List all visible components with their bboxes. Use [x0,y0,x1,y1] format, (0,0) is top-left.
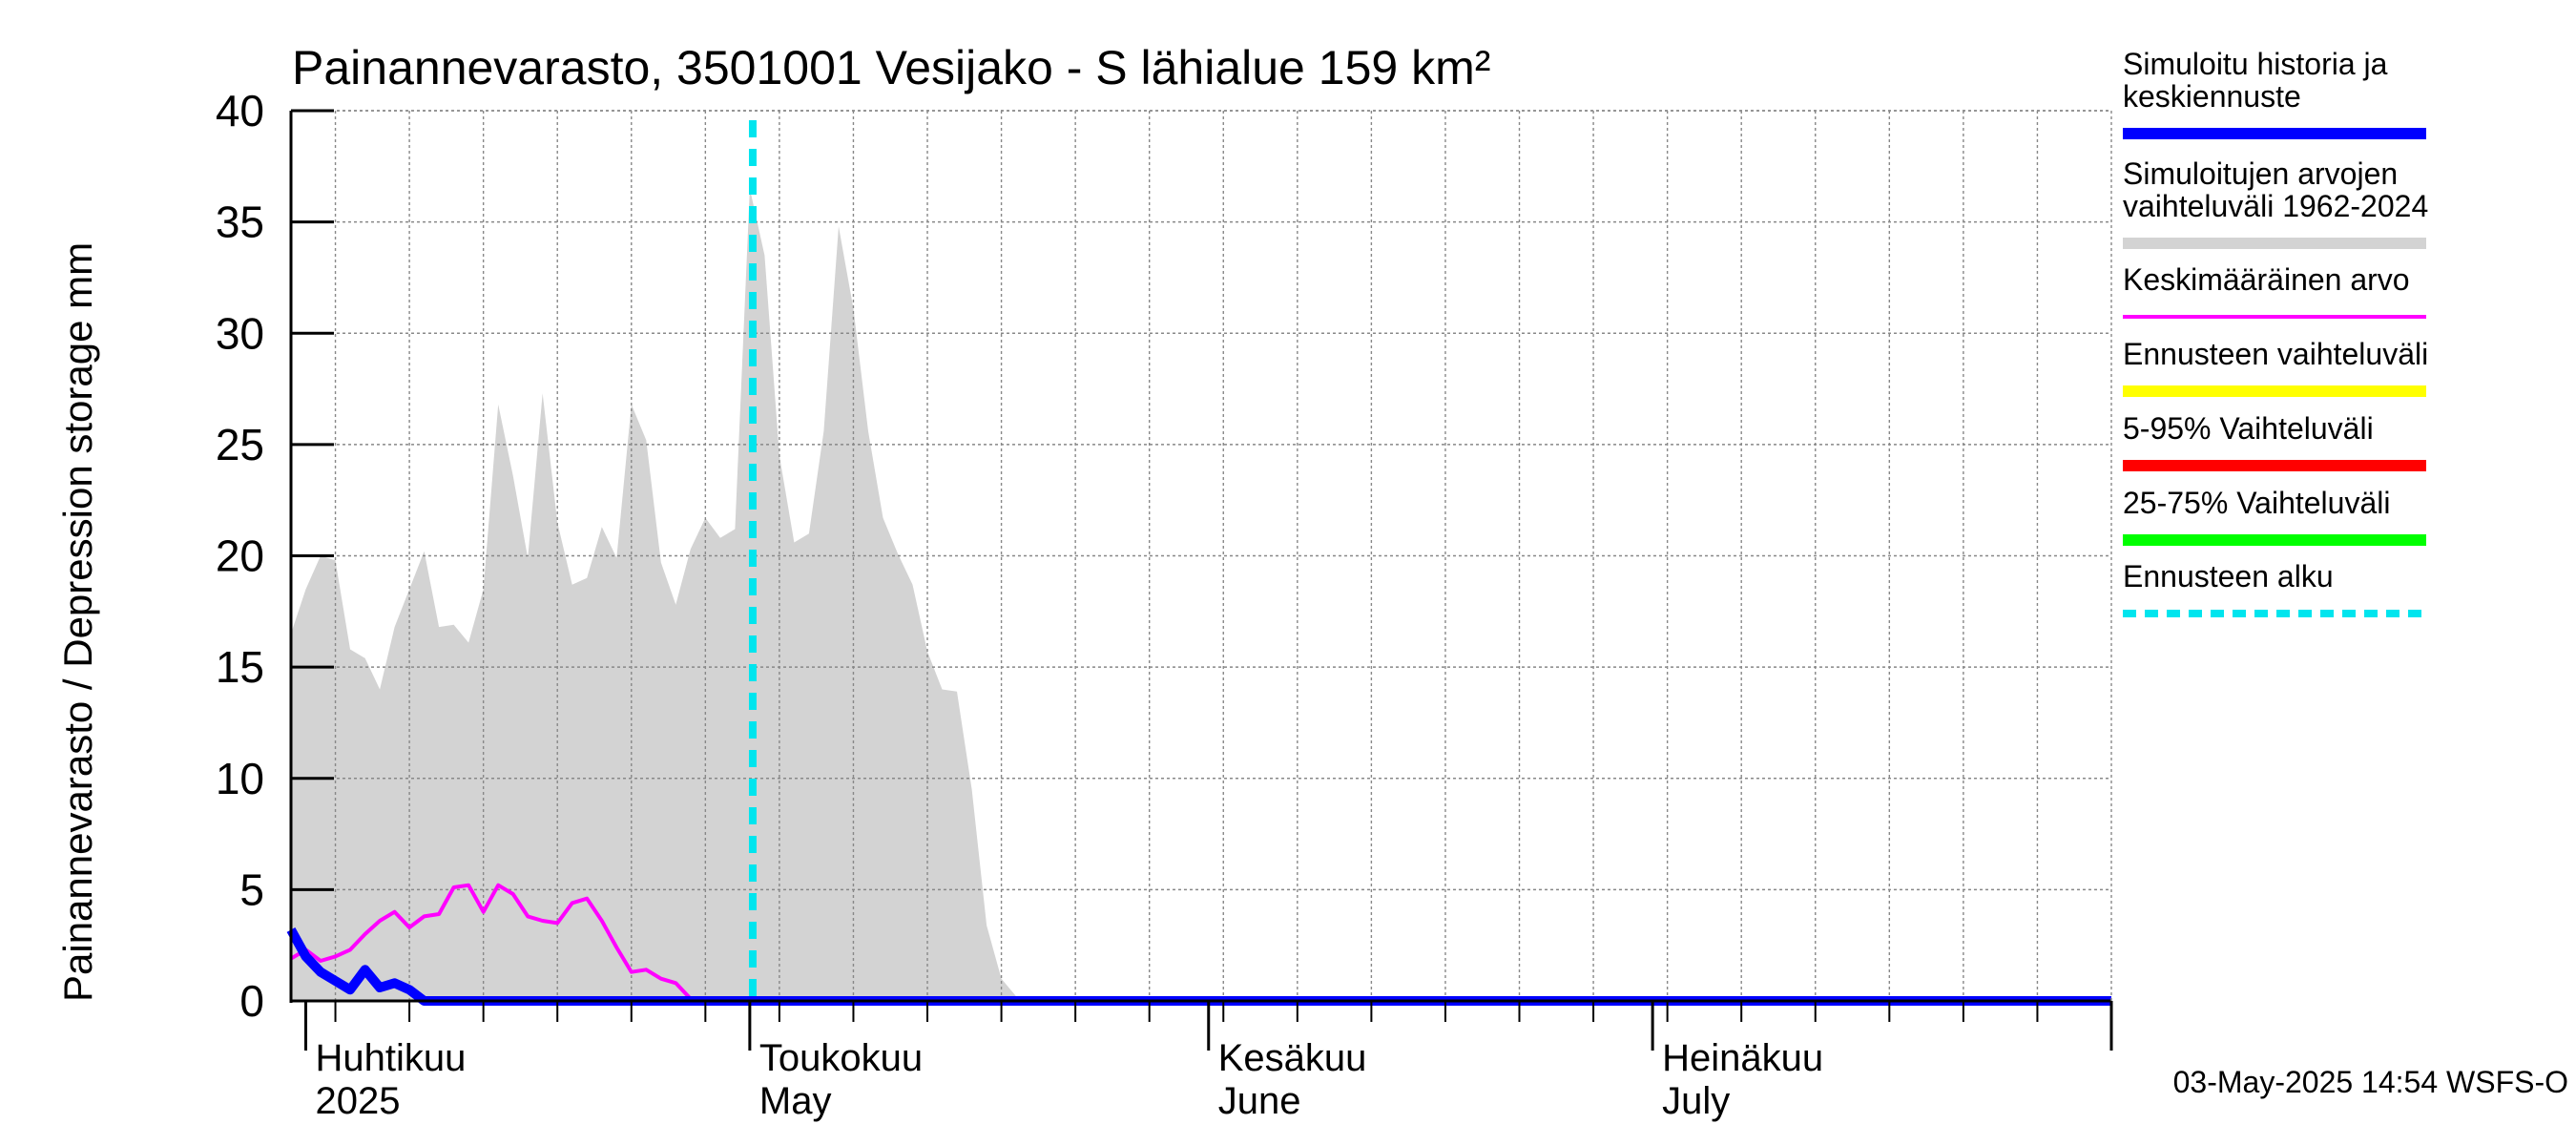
legend-item-4: 5-95% Vaihteluväli [2123,411,2426,471]
legend-label-line2-0: keskiennuste [2123,79,2301,114]
variation-band-area [291,188,1031,1002]
y-tick-label-8: 40 [216,86,264,135]
month-label-en-0: 2025 [316,1080,401,1122]
legend-item-0: Simuloitu historia ja keskiennuste [2123,47,2426,139]
y-tick-label-3: 15 [216,642,264,692]
legend-item-6: Ennusteen alku [2123,559,2426,617]
y-tick-label-2: 10 [216,754,264,803]
axes-layer [289,109,2113,1051]
month-label-fi-0: Huhtikuu [316,1037,467,1079]
y-tick-label-6: 30 [216,308,264,358]
legend-label-line1-1: Simuloitujen arvojen [2123,156,2398,191]
month-label-en-3: July [1662,1080,1730,1122]
series-line-0 [289,883,2111,1003]
month-label-fi-3: Heinäkuu [1662,1037,1823,1079]
y-tick-label-4: 20 [216,531,264,581]
legend-label-4: 5-95% Vaihteluväli [2123,411,2374,446]
legend: Simuloitu historia ja keskiennusteSimuloi… [2123,47,2428,617]
legend-label-2: Keskimääräinen arvo [2123,262,2410,297]
legend-label-0: Simuloitu historia ja keskiennuste [2123,47,2388,114]
legend-label-1: Simuloitujen arvojen vaihteluväli 1962-20… [2123,156,2428,223]
legend-label-line2-1: vaihteluväli 1962-2024 [2123,189,2428,223]
footer-timestamp: 03-May-2025 14:54 WSFS-O [2173,1065,2568,1099]
y-tick-label-1: 5 [239,864,264,914]
month-label-fi-1: Toukokuu [759,1037,923,1079]
variation-band-layer [291,188,1031,1002]
legend-item-3: Ennusteen vaihteluväli [2123,337,2428,397]
legend-item-5: 25-75% Vaihteluväli [2123,486,2426,546]
month-label-fi-2: Kesäkuu [1218,1037,1367,1079]
y-tick-label-0: 0 [239,976,264,1026]
legend-label-6: Ennusteen alku [2123,559,2334,593]
month-label-en-1: May [759,1080,832,1122]
grid-layer [291,110,2111,1001]
tick-labels-layer: 0510152025303540Huhtikuu2025ToukokuuMayK… [216,86,1823,1122]
chart-title: Painannevarasto, 3501001 Vesijako - S lä… [292,41,1490,94]
month-label-en-2: June [1218,1080,1301,1122]
legend-item-2: Keskimääräinen arvo [2123,262,2426,319]
y-tick-label-7: 35 [216,198,264,247]
y-axis-label: Painannevarasto / Depression storage mm [55,242,100,1002]
legend-label-line1-0: Simuloitu historia ja [2123,47,2388,81]
legend-label-5: 25-75% Vaihteluväli [2123,486,2390,520]
legend-item-1: Simuloitujen arvojen vaihteluväli 1962-20… [2123,156,2428,249]
y-tick-label-5: 25 [216,420,264,469]
legend-label-3: Ennusteen vaihteluväli [2123,337,2428,371]
